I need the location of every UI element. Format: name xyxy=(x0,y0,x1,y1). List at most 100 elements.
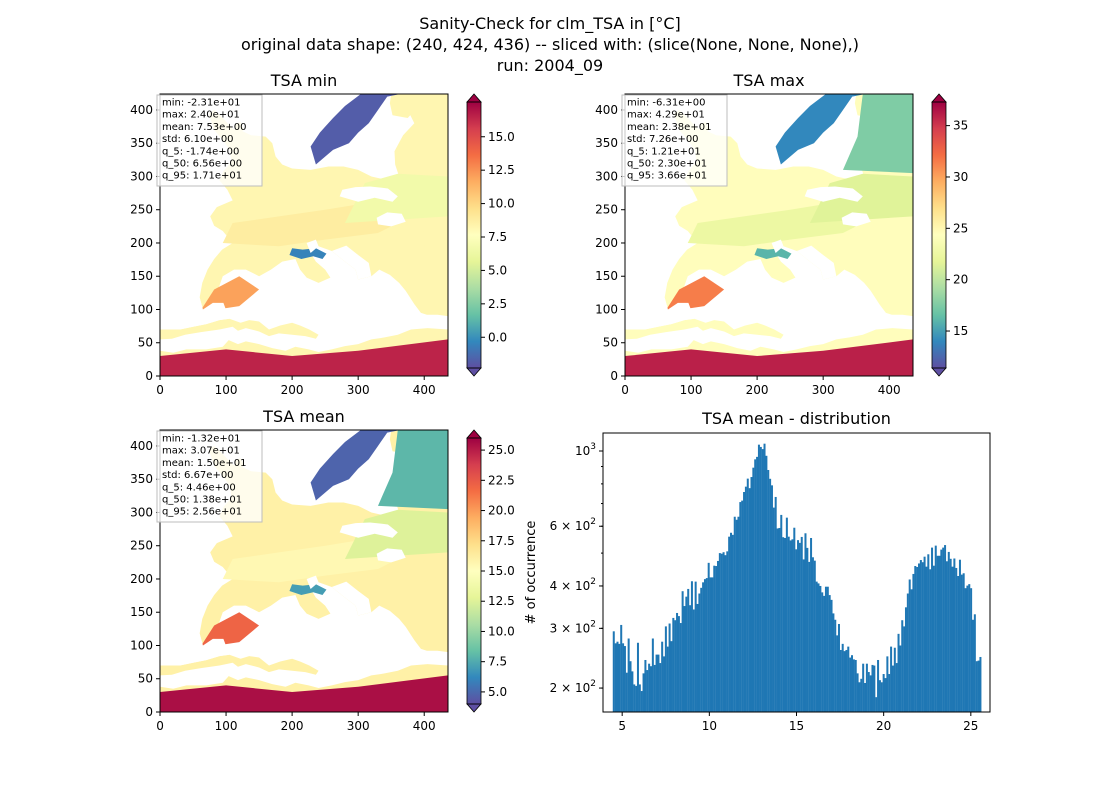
histogram-bar xyxy=(620,624,623,712)
histogram-bar xyxy=(731,534,734,712)
histogram-bar xyxy=(709,577,712,712)
histogram-bar xyxy=(823,595,826,712)
eastern-europe-region xyxy=(344,509,448,560)
colorbar-tick-label: 20 xyxy=(953,273,968,287)
y-tick-label: 250 xyxy=(130,203,153,217)
histogram-bar xyxy=(795,549,798,712)
histogram-bar xyxy=(629,661,632,712)
histogram-bar xyxy=(918,563,921,712)
histogram-bar xyxy=(612,631,615,712)
stats-line: min: -2.31e+01 xyxy=(162,98,241,109)
histogram-bar xyxy=(793,527,796,712)
y-tick-label: 100 xyxy=(130,302,153,316)
histogram-bar xyxy=(871,664,874,712)
histogram-bar xyxy=(906,593,909,712)
alps-region xyxy=(289,584,327,595)
histogram-bar xyxy=(763,443,766,712)
sea-area xyxy=(625,296,695,330)
scandinavian-mountains xyxy=(310,94,401,165)
saharan-region xyxy=(625,339,913,376)
colorbar-gradient xyxy=(932,102,946,368)
colorbar-tick-label: 12.5 xyxy=(488,594,515,608)
colorbar-tick-label: 17.5 xyxy=(488,534,515,548)
histogram-bar xyxy=(730,532,733,712)
y-tick-label: 3 × 102 xyxy=(550,619,596,635)
histogram-bar xyxy=(940,549,943,712)
y-tick-label: 300 xyxy=(130,169,153,183)
histogram-bar xyxy=(703,579,706,712)
y-tick-label: 350 xyxy=(595,136,618,150)
histogram-bar xyxy=(890,646,893,712)
map-layer xyxy=(625,94,913,376)
colorbar-tick-label: 15.0 xyxy=(488,564,515,578)
histogram-bar xyxy=(916,566,919,712)
histogram-bar xyxy=(843,651,846,712)
panel-title: TSA mean xyxy=(262,407,345,426)
histogram-bar xyxy=(767,469,770,712)
histogram-bar xyxy=(649,666,652,712)
histogram-bar xyxy=(854,659,857,712)
histogram-bar xyxy=(646,670,649,712)
histogram-bar xyxy=(754,459,757,712)
colorbar-extend-min xyxy=(931,367,947,377)
eastern-europe-region xyxy=(344,173,448,224)
sea-area xyxy=(160,632,230,666)
histogram-bar xyxy=(934,545,937,712)
histogram-bar xyxy=(936,555,939,712)
y-tick-label: 150 xyxy=(130,605,153,619)
histogram-bar xyxy=(728,536,731,712)
y-tick-label: 300 xyxy=(595,169,618,183)
histogram-bar xyxy=(901,620,904,712)
x-tick-label: 400 xyxy=(413,719,436,733)
histogram-bar xyxy=(679,623,682,712)
x-tick-label: 0 xyxy=(156,383,164,397)
colorbar-tick-label: 5.0 xyxy=(488,263,507,277)
sea-area xyxy=(376,548,406,563)
histogram-bar xyxy=(899,645,902,712)
histogram-bar xyxy=(700,587,703,712)
stats-line: q_95: 3.66e+01 xyxy=(627,171,707,182)
colorbar-tick-label: 2.5 xyxy=(488,297,507,311)
histogram-bar xyxy=(765,455,768,712)
y-tick-label: 100 xyxy=(130,638,153,652)
stats-line: max: 3.07e+01 xyxy=(162,446,240,457)
histogram-bar xyxy=(800,536,803,712)
y-tick-label: 250 xyxy=(130,539,153,553)
histogram-bar xyxy=(698,593,701,712)
histogram-bar xyxy=(886,656,889,712)
histogram-bar xyxy=(743,492,746,712)
histogram-bar xyxy=(856,673,859,712)
colorbar-gradient xyxy=(467,438,481,704)
y-tick-label: 6 × 102 xyxy=(550,517,596,533)
histogram-bar xyxy=(949,558,952,712)
histogram-bar xyxy=(631,671,634,712)
sea-area xyxy=(771,239,784,253)
stats-line: std: 7.26e+00 xyxy=(627,134,699,145)
y-tick-label: 0 xyxy=(610,369,618,383)
colorbar-tick-label: 10.0 xyxy=(488,624,515,638)
histogram-bar xyxy=(681,591,684,712)
histogram-bar xyxy=(657,654,660,712)
colorbar-tick-label: 7.5 xyxy=(488,230,507,244)
histogram-bar xyxy=(847,646,850,712)
histogram-bar xyxy=(973,614,976,712)
histogram-bar xyxy=(735,519,738,712)
y-tick-label: 50 xyxy=(138,336,153,350)
histogram-bar xyxy=(865,663,868,712)
y-tick-label: 2 × 102 xyxy=(550,679,596,695)
histogram-bar xyxy=(783,537,787,712)
histogram-bar xyxy=(780,514,783,712)
histogram-bar xyxy=(841,643,844,712)
histogram-bar xyxy=(694,581,697,712)
histogram-bar xyxy=(895,663,898,712)
x-tick-label: 400 xyxy=(413,383,436,397)
stats-line: std: 6.67e+00 xyxy=(162,470,234,481)
histogram-bar xyxy=(702,582,705,712)
x-tick-label: 300 xyxy=(347,719,370,733)
histogram-bar xyxy=(839,649,842,712)
stats-line: q_95: 1.71e+01 xyxy=(162,171,242,182)
stats-line: q_95: 2.56e+01 xyxy=(162,507,242,518)
histogram-bar xyxy=(802,559,805,712)
heatmap-image xyxy=(625,94,913,376)
axes-frame xyxy=(624,93,914,377)
